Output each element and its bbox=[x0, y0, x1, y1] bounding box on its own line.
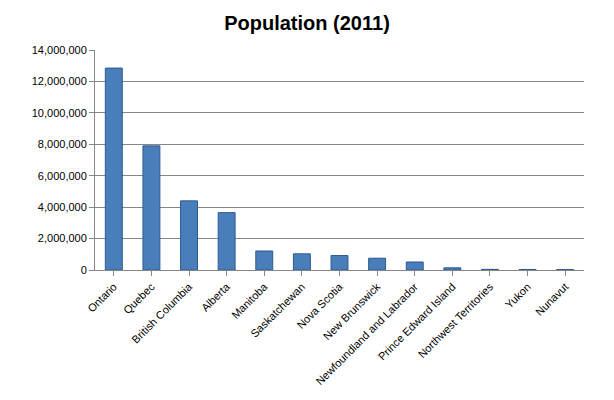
svg-text:Ontario: Ontario bbox=[85, 281, 119, 315]
svg-text:Prince Edward Island: Prince Edward Island bbox=[376, 281, 458, 363]
svg-text:Manitoba: Manitoba bbox=[229, 280, 270, 321]
svg-text:0: 0 bbox=[81, 264, 87, 276]
svg-text:4,000,000: 4,000,000 bbox=[38, 201, 87, 213]
svg-text:14,000,000: 14,000,000 bbox=[32, 44, 87, 56]
svg-text:Saskatchewan: Saskatchewan bbox=[248, 281, 307, 340]
svg-text:Population (2011): Population (2011) bbox=[224, 12, 390, 34]
svg-text:2,000,000: 2,000,000 bbox=[38, 232, 87, 244]
svg-text:12,000,000: 12,000,000 bbox=[32, 75, 87, 87]
svg-text:Nunavut: Nunavut bbox=[533, 281, 570, 318]
svg-text:British Columbia: British Columbia bbox=[129, 280, 195, 346]
svg-text:Northwest Territories: Northwest Territories bbox=[416, 280, 496, 360]
svg-text:New Brunswick: New Brunswick bbox=[321, 280, 383, 342]
svg-text:Alberta: Alberta bbox=[199, 280, 233, 314]
svg-text:8,000,000: 8,000,000 bbox=[38, 138, 87, 150]
svg-text:Yukon: Yukon bbox=[503, 281, 533, 311]
svg-text:Quebec: Quebec bbox=[121, 280, 157, 316]
svg-text:6,000,000: 6,000,000 bbox=[38, 170, 87, 182]
svg-text:Newfoundland and Labrador: Newfoundland and Labrador bbox=[313, 280, 420, 387]
svg-text:Nova Scotia: Nova Scotia bbox=[294, 280, 345, 331]
svg-text:10,000,000: 10,000,000 bbox=[32, 107, 87, 119]
